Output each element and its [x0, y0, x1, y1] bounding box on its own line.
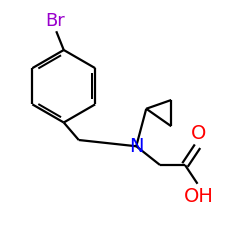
Text: O: O [191, 124, 206, 143]
Text: N: N [129, 137, 144, 156]
Text: Br: Br [45, 12, 65, 30]
Text: OH: OH [184, 187, 214, 206]
